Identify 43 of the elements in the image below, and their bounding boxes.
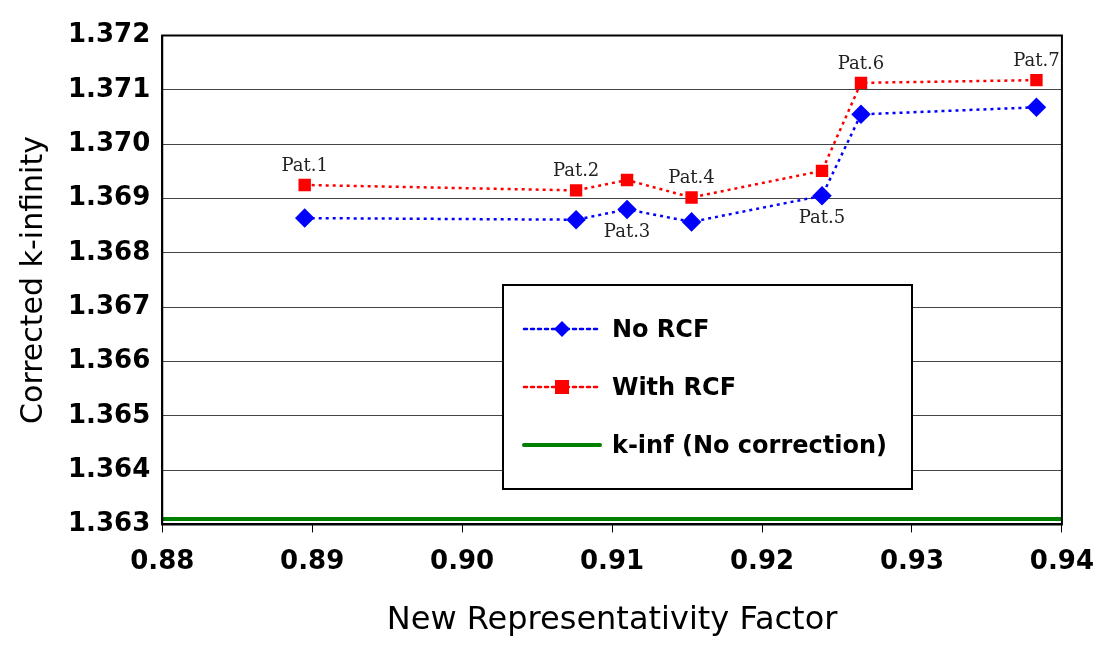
y-tick-label: 1.370 bbox=[67, 126, 151, 157]
point bbox=[851, 105, 871, 124]
annotation: Pat.3 bbox=[603, 220, 651, 242]
y-tick-label: 1.369 bbox=[67, 181, 151, 212]
legend-label: No RCF bbox=[611, 315, 710, 344]
annotation: Pat.7 bbox=[1013, 48, 1060, 70]
x-tick-label: 0.94 bbox=[1029, 544, 1094, 575]
point bbox=[295, 208, 314, 228]
y-axis-title: Corrected k-infinity bbox=[13, 136, 49, 424]
x-tick-label: 0.92 bbox=[729, 544, 795, 575]
point bbox=[617, 200, 637, 219]
point bbox=[1030, 73, 1043, 87]
legend-label: With RCF bbox=[611, 373, 737, 402]
y-tick-label: 1.371 bbox=[67, 72, 151, 103]
y-tick-label: 1.365 bbox=[67, 398, 151, 429]
y-tick-label: 1.366 bbox=[67, 344, 151, 375]
point bbox=[566, 210, 586, 229]
annotation: Pat.5 bbox=[798, 206, 846, 228]
y-tick-label: 1.372 bbox=[67, 18, 151, 49]
point bbox=[620, 173, 634, 187]
y-tick-label: 1.368 bbox=[67, 235, 151, 266]
point bbox=[685, 191, 698, 204]
x-tick-label: 0.93 bbox=[879, 544, 945, 575]
legend-label: k-inf (No correction) bbox=[611, 431, 887, 460]
point bbox=[815, 164, 829, 178]
y-tick-label: 1.364 bbox=[67, 452, 151, 483]
point bbox=[854, 76, 868, 90]
annotation: Pat.6 bbox=[837, 51, 885, 73]
x-tick-label: 0.88 bbox=[130, 544, 195, 575]
point bbox=[569, 184, 583, 197]
annotation: Pat.4 bbox=[668, 166, 715, 188]
point bbox=[298, 178, 311, 192]
annotation: Pat.2 bbox=[552, 159, 600, 181]
x-tick-label: 0.91 bbox=[580, 544, 645, 575]
point bbox=[1027, 98, 1046, 117]
x-tick-label: 0.90 bbox=[430, 544, 495, 575]
x-tick-label: 0.89 bbox=[280, 544, 345, 575]
annotation: Pat.1 bbox=[281, 153, 328, 175]
x-axis-title: New Representativity Factor bbox=[386, 599, 839, 638]
point bbox=[682, 212, 701, 232]
y-tick-label: 1.367 bbox=[67, 289, 151, 320]
y-tick-label: 1.363 bbox=[67, 507, 151, 538]
point bbox=[812, 186, 832, 206]
